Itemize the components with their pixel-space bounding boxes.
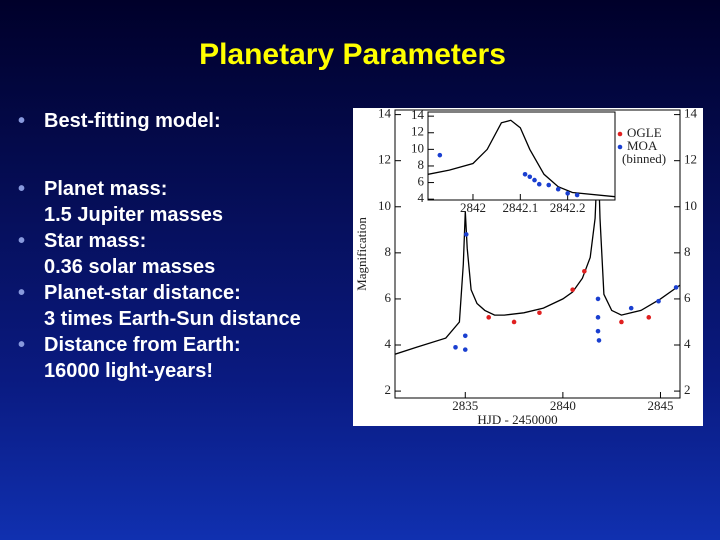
data-point [565, 191, 570, 196]
y-tick-label: 8 [385, 244, 392, 259]
data-point [619, 319, 624, 325]
data-point [536, 181, 542, 187]
data-point [656, 298, 661, 304]
bullet-text: 16000 light-years! [44, 360, 213, 382]
data-point [673, 285, 679, 290]
data-point [462, 333, 468, 339]
x-tick-label: 2842 [460, 200, 486, 215]
data-point [437, 152, 443, 158]
data-point [537, 310, 542, 316]
data-point [486, 315, 491, 320]
data-point [582, 268, 587, 274]
bullet-text: Planet mass: [44, 178, 168, 200]
legend-marker [617, 131, 623, 137]
data-point [646, 315, 652, 320]
y-tick-label: 6 [418, 174, 425, 189]
bullet: • Best-fitting model: [18, 108, 221, 134]
data-point [546, 182, 552, 188]
data-point [574, 192, 580, 198]
bullet: • Planet mass: 1.5 Jupiter masses [18, 176, 223, 228]
bullet-marker: • [18, 110, 26, 132]
y-tick-label: 12 [411, 124, 424, 139]
y-tick-label: 2 [684, 382, 691, 397]
y-tick-label: 4 [385, 336, 392, 351]
x-tick-label: 2842.1 [502, 200, 538, 215]
data-point [596, 338, 602, 343]
y-tick-label: 12 [378, 152, 391, 167]
slide-title: Planetary Parameters [199, 38, 506, 71]
bullet-text: 1.5 Jupiter masses [44, 204, 223, 226]
bullet-marker: • [18, 334, 26, 356]
y-tick-label: 6 [385, 290, 392, 305]
bullet-marker: • [18, 230, 26, 252]
y-tick-label: 10 [378, 198, 391, 213]
y-tick-label: 4 [418, 190, 425, 205]
data-point [462, 347, 468, 352]
bullet-marker: • [18, 178, 26, 200]
bullet-text: Best-fitting model: [44, 110, 221, 132]
bullet-text: 3 times Earth-Sun distance [44, 308, 301, 330]
y-tick-label: 14 [684, 108, 698, 121]
model-curve [428, 119, 615, 198]
bullet-text: Star mass: [44, 230, 147, 252]
x-tick-label: 2835 [452, 398, 478, 413]
x-axis-label: HJD - 2450000 [477, 412, 557, 426]
x-tick-label: 2845 [647, 398, 673, 413]
model-curve [395, 149, 680, 355]
y-tick-label: 8 [418, 157, 425, 172]
data-point [522, 171, 528, 177]
bullet-text: Distance from Earth: [44, 334, 241, 356]
y-tick-label: 14 [411, 108, 425, 122]
data-point [595, 315, 601, 320]
data-point [628, 305, 634, 311]
data-point [595, 296, 601, 302]
data-point [555, 186, 561, 192]
data-point [463, 232, 469, 237]
bullet-text: Planet-star distance: [44, 282, 241, 304]
legend-label: MOA [627, 138, 658, 153]
y-tick-label: 2 [385, 382, 392, 397]
plot-area [428, 119, 615, 198]
bullet-marker: • [18, 282, 26, 304]
bullet: • Planet-star distance: 3 times Earth-Sun … [18, 280, 301, 332]
plot-frame [427, 111, 616, 201]
bullet: • Distance from Earth: 16000 light-years! [18, 332, 241, 384]
legend-label: OGLE [627, 125, 662, 140]
legend-marker [617, 144, 623, 150]
y-tick-label: 12 [684, 152, 697, 167]
data-point [532, 177, 537, 183]
data-point [570, 287, 575, 293]
x-tick-label: 2842.2 [550, 200, 586, 215]
bullet: • Star mass: 0.36 solar masses [18, 228, 215, 280]
x-tick-label: 2840 [550, 398, 576, 413]
plot-area [395, 149, 680, 355]
bullet-text: 0.36 solar masses [44, 256, 216, 278]
data-point [511, 319, 517, 325]
y-tick-label: 8 [684, 244, 691, 259]
y-axis-label: Magnification [354, 217, 369, 291]
y-tick-label: 6 [684, 290, 691, 305]
data-point [595, 328, 601, 334]
y-tick-label: 10 [411, 140, 424, 155]
y-tick-label: 10 [684, 198, 697, 213]
legend-note: (binned) [622, 151, 666, 166]
y-tick-label: 4 [684, 336, 691, 351]
data-point [527, 174, 533, 180]
data-point [453, 345, 458, 350]
y-tick-label: 14 [378, 108, 392, 121]
